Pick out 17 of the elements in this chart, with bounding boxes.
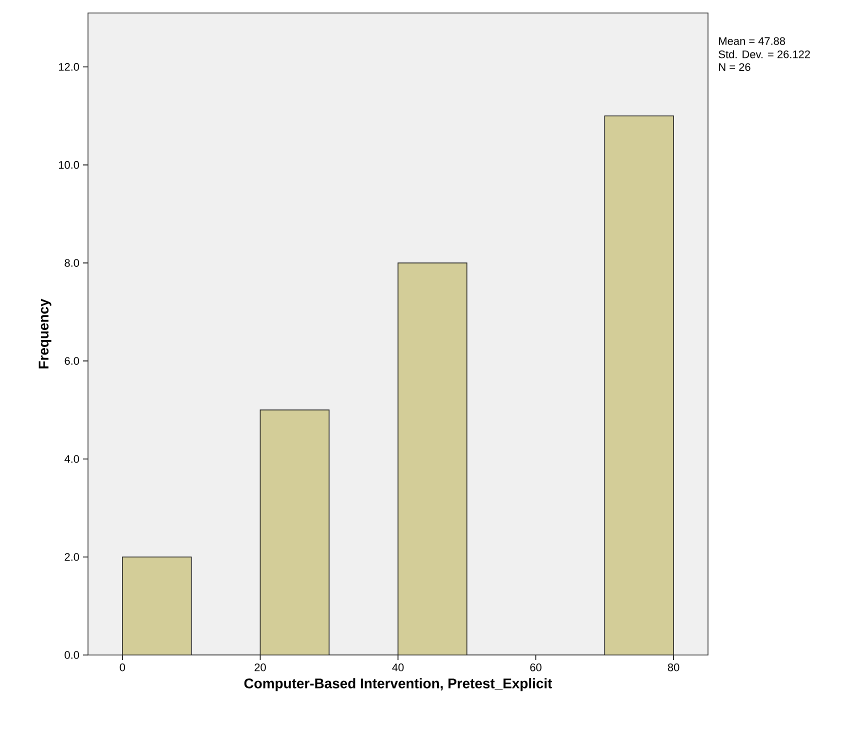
y-tick-label: 8.0: [64, 259, 80, 267]
y-tick-label: 6.0: [64, 357, 80, 365]
y-tick-label: 10.0: [58, 161, 80, 169]
text: Std. Dev. = 26.122: [718, 50, 810, 58]
x-axis-title: Computer-Based Intervention, Pretest_Explicit: [244, 678, 552, 692]
x-tick-label: 80: [668, 664, 680, 672]
x-tick-label: 20: [254, 664, 266, 672]
y-tick-label: 0.0: [64, 651, 80, 659]
text: Mean = 47.88: [719, 37, 786, 45]
y-axis-title: Frequency: [38, 298, 52, 368]
x-tick-label: 0: [120, 664, 126, 672]
y-tick-label: 2.0: [64, 553, 80, 561]
text: N = 26: [719, 63, 750, 71]
x-tick-label: 40: [392, 664, 404, 672]
x-tick-label: 60: [530, 664, 542, 672]
y-tick-label: 4.0: [64, 455, 80, 463]
y-tick-label: 12.0: [58, 63, 80, 71]
